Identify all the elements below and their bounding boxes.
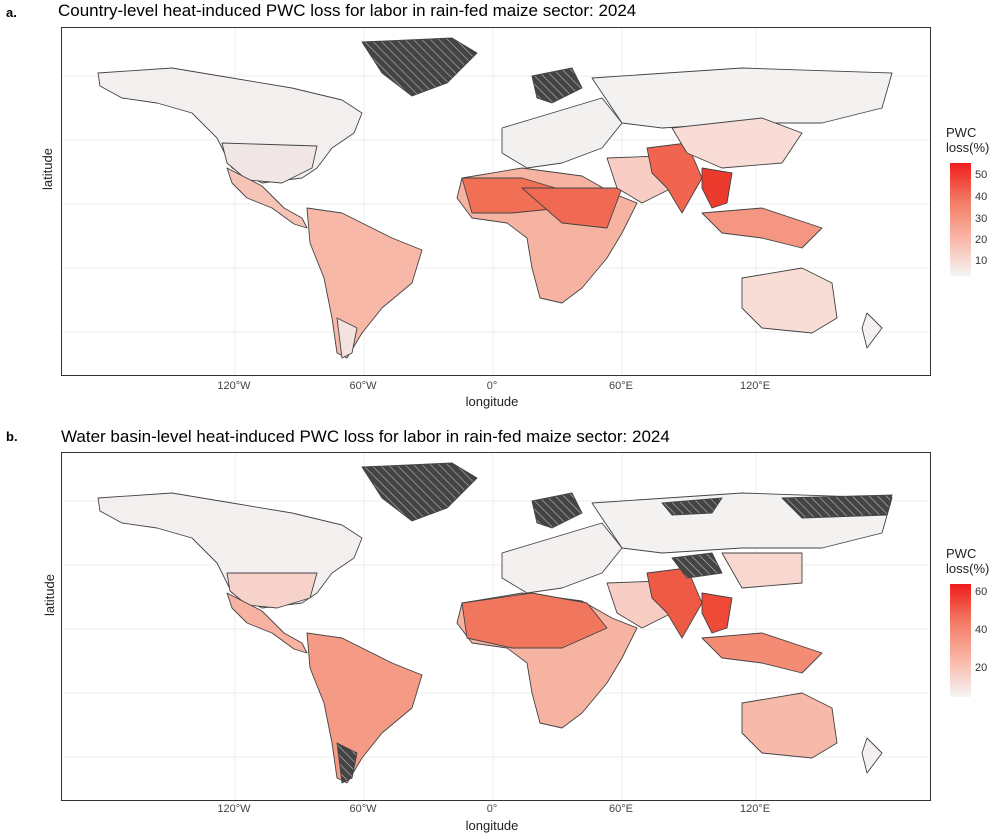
legend-title-line1: PWC <box>946 546 977 561</box>
legend-tick: 30 <box>975 213 988 225</box>
legend-tick: 10 <box>975 255 988 267</box>
legend-tick: 40 <box>975 624 988 636</box>
x-axis-label: longitude <box>465 394 519 409</box>
x-tick: 120°W <box>217 803 251 815</box>
country-polygons <box>97 37 893 359</box>
panel-country-level: a. Country-level heat-induced PWC loss f… <box>0 0 1007 418</box>
legend-colorbar <box>950 163 971 276</box>
x-tick: 60°E <box>609 380 633 392</box>
x-axis-label: longitude <box>465 818 519 833</box>
world-map <box>62 453 930 800</box>
world-map <box>62 28 930 375</box>
panel-letter: a. <box>6 5 17 20</box>
legend-tick: 50 <box>975 169 988 181</box>
legend-tick: 40 <box>975 191 988 203</box>
y-axis-label: latitude <box>40 148 55 190</box>
panel-basin-level: b. Water basin-level heat-induced PWC lo… <box>0 421 1007 839</box>
legend-tick: 60 <box>975 586 988 598</box>
x-tick: 60°W <box>349 380 377 392</box>
legend-title-line1: PWC <box>946 125 977 140</box>
x-tick: 120°W <box>217 380 251 392</box>
legend-tick: 20 <box>975 234 988 246</box>
x-tick: 0° <box>486 803 498 815</box>
x-tick: 120°E <box>739 803 771 815</box>
panel-title: Water basin-level heat-induced PWC loss … <box>61 427 670 446</box>
x-tick: 120°E <box>739 380 771 392</box>
map-plot-area <box>61 27 931 376</box>
x-tick: 0° <box>486 380 498 392</box>
legend-title-line2: loss(%) <box>946 140 990 155</box>
color-legend: PWC loss(%) 50 40 30 20 10 <box>946 125 1006 285</box>
panel-title: Country-level heat-induced PWC loss for … <box>58 1 637 20</box>
x-tick: 60°W <box>349 803 377 815</box>
legend-colorbar <box>950 584 971 697</box>
map-plot-area <box>61 452 931 801</box>
basin-polygons <box>97 462 893 784</box>
y-axis-label: latitude <box>42 574 57 616</box>
panel-letter: b. <box>6 429 18 444</box>
legend-title-line2: loss(%) <box>946 561 990 576</box>
color-legend: PWC loss(%) 60 40 20 <box>946 546 1006 706</box>
x-tick: 60°E <box>609 803 633 815</box>
legend-tick: 20 <box>975 662 988 674</box>
